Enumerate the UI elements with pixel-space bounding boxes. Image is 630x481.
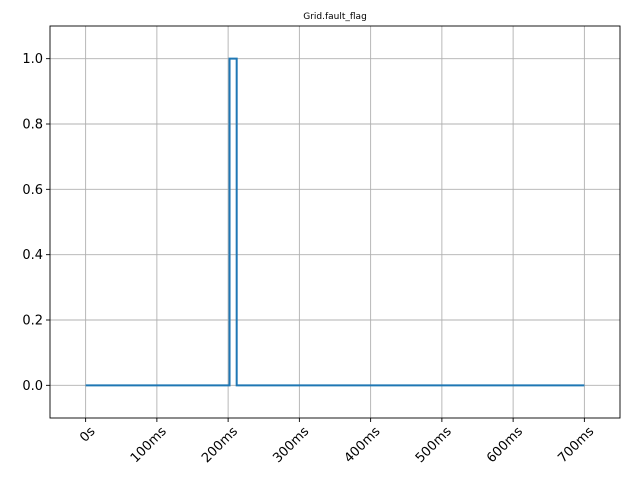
x-tick-label: 300ms	[270, 424, 312, 466]
y-tick-label: 0.4	[22, 248, 43, 263]
y-tick-label: 0.0	[22, 379, 43, 394]
y-tick-label: 0.8	[22, 118, 43, 133]
x-tick-label: 100ms	[128, 424, 170, 466]
series-layer	[85, 57, 585, 387]
y-tick-label: 0.2	[22, 314, 43, 329]
x-axis: 0s 100ms 200ms 300ms 400ms 500ms 600ms 700ms	[77, 418, 597, 466]
y-tick-label: 0.6	[22, 183, 43, 198]
x-tick-label: 500ms	[413, 424, 455, 466]
grid	[50, 26, 620, 418]
x-tick-label: 400ms	[342, 424, 384, 466]
series-line	[85, 57, 585, 387]
chart-title: Grid.fault_flag	[303, 12, 367, 22]
plot-frame	[49, 25, 621, 419]
x-tick-label: 700ms	[555, 424, 597, 466]
x-tick-label: 200ms	[199, 424, 241, 466]
y-axis: 0.0 0.2 0.4 0.6 0.8 1.0	[22, 52, 50, 394]
y-tick-label: 1.0	[22, 52, 43, 67]
x-tick-label: 600ms	[484, 424, 526, 466]
x-tick-label: 0s	[77, 424, 98, 445]
